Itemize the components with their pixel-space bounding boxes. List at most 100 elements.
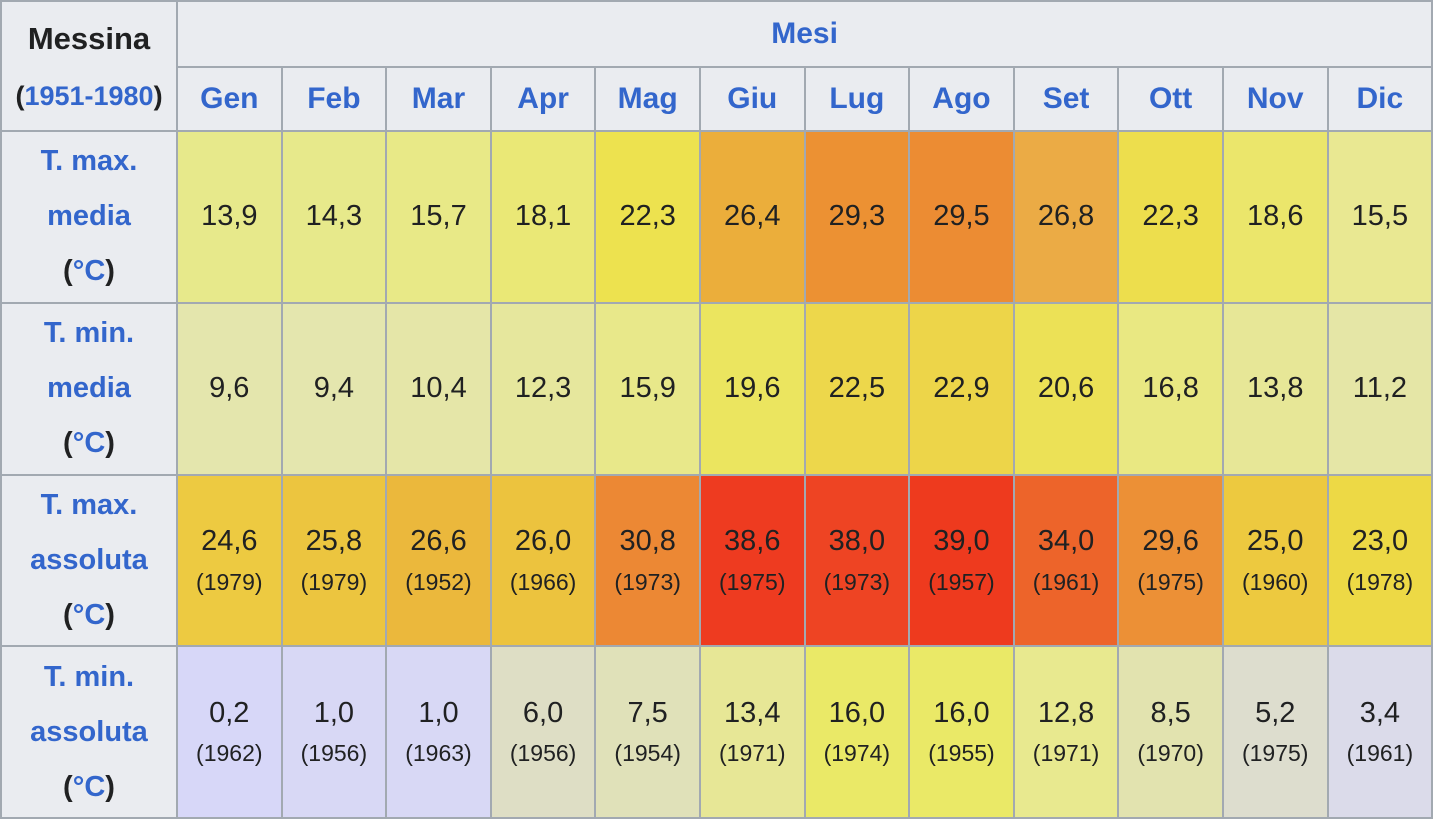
temp-value: 30,8: [619, 524, 676, 557]
temp-value: 16,8: [1142, 371, 1199, 404]
temp-value: 12,8: [1037, 696, 1095, 729]
temp-cell: 15,5: [1326, 130, 1434, 304]
unit-paren-open: (: [63, 598, 73, 631]
month-header-mar: Mar: [385, 66, 492, 132]
unit-link[interactable]: °C: [72, 427, 106, 460]
unit-paren-open: (: [63, 770, 73, 803]
temp-value: 13,8: [1247, 371, 1304, 404]
month-header-apr: Apr: [489, 66, 597, 132]
temp-cell: 34,0 (1961): [1012, 473, 1120, 648]
temp-value: 15,7: [410, 199, 467, 232]
temp-cell: 38,0 (1973): [803, 473, 911, 648]
temp-value: 9,6: [209, 371, 250, 404]
temp-year: (1961): [1032, 568, 1100, 595]
row-label[interactable]: T. max. media (°C): [0, 130, 178, 304]
temp-year: (1963): [405, 740, 472, 767]
period-paren-close: ): [153, 80, 163, 111]
temp-cell: 9,6: [176, 301, 283, 476]
months-group-header: Mesi: [175, 0, 1434, 68]
temp-value: 23,0: [1351, 524, 1409, 557]
temp-cell: 25,8 (1979): [280, 473, 388, 648]
temp-value: 38,0: [828, 524, 886, 557]
unit-paren-open: (: [63, 255, 73, 288]
temp-value: 15,5: [1351, 199, 1409, 232]
unit-link[interactable]: °C: [72, 770, 106, 803]
month-header-giu: Giu: [698, 66, 806, 132]
period-years-link[interactable]: 1951-1980: [24, 80, 154, 111]
row-label-unit: (°C): [3, 244, 175, 299]
temp-value: 16,0: [933, 696, 990, 729]
row-label-line1: T. max.: [40, 488, 138, 521]
table-row: T. min. assoluta (°C) 0,2 (1962) 1,0 (1956) 1,0…: [0, 645, 1434, 819]
temp-value: 18,6: [1247, 199, 1304, 232]
temp-year: (1979): [300, 568, 368, 595]
row-label[interactable]: T. max. assoluta (°C): [0, 473, 178, 648]
header-row-top: Messina (1951-1980) Mesi: [0, 0, 1434, 132]
row-label-line1: T. min.: [43, 660, 135, 693]
temp-year: (1974): [823, 740, 891, 767]
temp-cell: 8,5 (1970): [1117, 645, 1224, 819]
temp-value: 8,5: [1150, 696, 1191, 729]
temp-value: 22,3: [619, 199, 676, 232]
temp-value: 18,1: [514, 199, 572, 232]
temp-cell: 22,3: [594, 130, 701, 304]
temp-cell: 16,8: [1117, 301, 1224, 476]
temp-year: (1970): [1137, 740, 1204, 767]
station-name: Messina: [27, 20, 151, 56]
temp-value: 1,0: [418, 696, 459, 729]
temp-year: (1956): [509, 740, 577, 767]
temp-value: 5,2: [1255, 696, 1296, 729]
temp-value: 26,6: [410, 524, 467, 557]
temp-cell: 23,0 (1978): [1326, 473, 1434, 648]
temp-year: (1975): [1137, 568, 1204, 595]
temp-value: 25,8: [305, 524, 363, 557]
temp-year: (1955): [928, 740, 995, 767]
temp-year: (1961): [1346, 740, 1414, 767]
row-label[interactable]: T. min. assoluta (°C): [0, 645, 178, 819]
temp-cell: 38,6 (1975): [698, 473, 806, 648]
temp-cell: 12,3: [489, 301, 597, 476]
table-row: T. max. media (°C) 13,9 14,3 15,7 18,1 22,3 26,4…: [0, 130, 1434, 304]
temp-value: 15,9: [619, 371, 676, 404]
temp-year: (1978): [1346, 568, 1414, 595]
month-header-feb: Feb: [280, 66, 388, 132]
temp-value: 13,4: [724, 696, 781, 729]
temp-value: 3,4: [1359, 696, 1401, 729]
row-label[interactable]: T. min. media (°C): [0, 301, 178, 476]
temp-value: 13,9: [201, 199, 258, 232]
row-label-unit: (°C): [3, 588, 175, 643]
unit-link[interactable]: °C: [72, 255, 106, 288]
table-row: T. max. assoluta (°C) 24,6 (1979) 25,8 (1979) 2…: [0, 473, 1434, 648]
temp-cell: 11,2: [1326, 301, 1434, 476]
row-label-line2: assoluta: [30, 543, 148, 576]
temp-cell: 22,3: [1117, 130, 1224, 304]
temp-cell: 0,2 (1962): [176, 645, 283, 819]
temp-value: 20,6: [1037, 371, 1095, 404]
temp-cell: 1,0 (1956): [280, 645, 388, 819]
month-header-ott: Ott: [1117, 66, 1224, 132]
temp-value: 22,5: [828, 371, 886, 404]
months-header-row: Gen Feb Mar Apr Mag Giu Lug Ago Set Ott Nov Dic: [1, 66, 1434, 132]
temp-year: (1960): [1241, 568, 1309, 595]
month-header-ago: Ago: [908, 66, 1015, 132]
temp-year: (1954): [614, 740, 681, 767]
temp-year: (1957): [928, 568, 995, 595]
temp-cell: 26,8: [1012, 130, 1120, 304]
temp-cell: 22,5: [803, 301, 911, 476]
temp-cell: 26,6 (1952): [385, 473, 492, 648]
temp-cell: 20,6: [1012, 301, 1120, 476]
temp-cell: 16,0 (1955): [908, 645, 1015, 819]
station-period: (1951-1980): [3, 80, 175, 112]
temp-value: 7,5: [627, 696, 668, 729]
temp-year: (1975): [1241, 740, 1309, 767]
table-row: T. min. media (°C) 9,6 9,4 10,4 12,3 15,9 19,6 22…: [0, 301, 1434, 476]
temp-cell: 29,5: [908, 130, 1015, 304]
row-label-line1: T. max.: [40, 145, 138, 178]
temp-cell: 25,0 (1960): [1221, 473, 1329, 648]
temp-cell: 13,9: [176, 130, 283, 304]
temp-year: (1979): [196, 568, 263, 595]
temp-value: 0,2: [209, 696, 250, 729]
unit-link[interactable]: °C: [72, 598, 106, 631]
temp-value: 25,0: [1247, 524, 1304, 557]
